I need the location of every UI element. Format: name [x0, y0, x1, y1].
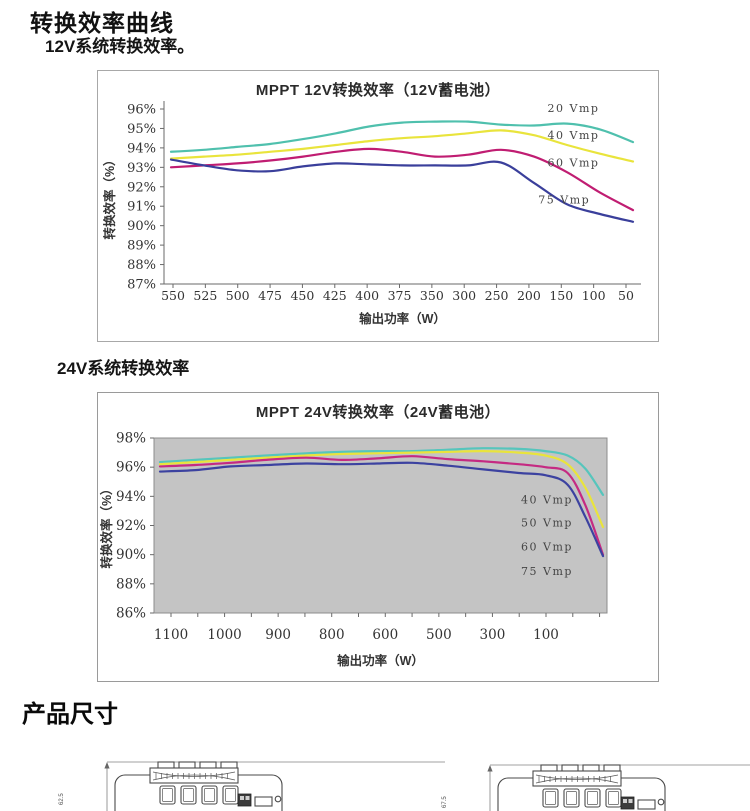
subtitle-24v: 24V系统转换效率 [57, 359, 190, 378]
y-tick-label: 86% [116, 606, 146, 622]
series-label: 40 Vmp [548, 129, 600, 142]
indicator-hole [657, 798, 665, 806]
x-tick-label: 400 [355, 288, 379, 303]
subtitle-12v: 12V系统转换效率。 [45, 37, 195, 56]
vent-slot [201, 785, 218, 805]
y-tick-label: 90% [127, 219, 156, 234]
x-tick-label: 100 [533, 627, 559, 643]
series-line-75-vmp [169, 158, 635, 223]
vent-grille [532, 770, 622, 787]
y-tick-label: 91% [127, 200, 156, 215]
indicator-hole [274, 795, 282, 803]
y-tick-label: 92% [127, 180, 156, 195]
series-label: 50 Vmp [521, 516, 573, 529]
vent-slot [584, 788, 601, 808]
x-tick-label: 350 [420, 288, 444, 303]
y-tick-label: 95% [127, 122, 156, 137]
x-tick-label: 300 [452, 288, 476, 303]
x-tick-label: 900 [265, 627, 291, 643]
chart-12v-panel: MPPT 12V转换效率（12V蓄电池） 96% 95% 94% 93% 92% 91% 9… [97, 70, 659, 342]
dimension-arrow [104, 762, 110, 769]
chart-12v-plot: 96% 95% 94% 93% 92% 91% 90% 89% 88% 87% 550 525 500 4… [102, 101, 641, 326]
chart-24v-title: MPPT 24V转换效率（24V蓄电池） [255, 404, 501, 421]
series-label: 75 Vmp [538, 193, 590, 206]
y-axis-title: 转换效率（%） [102, 153, 117, 239]
series-label: 20 Vmp [548, 102, 600, 115]
series-label: 60 Vmp [521, 540, 573, 553]
x-tick-label: 800 [319, 627, 345, 643]
port [254, 796, 273, 807]
y-tick-label: 96% [116, 460, 146, 476]
chart-24v-plot: 98% 96% 94% 92% 90% 88% 86% 1100 1000 900 800 600 50… [99, 431, 608, 668]
x-axis-title: 输出功率（W） [359, 311, 446, 326]
vent-slot [563, 788, 580, 808]
product-dimension-drawings: 62.5 67.5 [59, 761, 750, 811]
x-tick-label: 200 [517, 288, 541, 303]
y-tick-label: 87% [127, 278, 156, 293]
x-tick-label: 500 [226, 288, 250, 303]
y-tick-label: 92% [116, 518, 146, 534]
x-tick-label: 1100 [154, 627, 188, 643]
series-line-20-vmp [169, 120, 635, 153]
x-tick-label: 150 [549, 288, 573, 303]
x-tick-label: 525 [193, 288, 217, 303]
series-label: 60 Vmp [548, 156, 600, 169]
x-tick-label: 1000 [207, 627, 241, 643]
vent-slot [542, 788, 559, 808]
y-axis-title: 转换效率（%） [99, 482, 114, 568]
x-tick-label: 500 [426, 627, 452, 643]
x-tick-label: 475 [258, 288, 282, 303]
y-tick-label: 93% [127, 161, 156, 176]
x-tick-label: 100 [582, 288, 606, 303]
chart-24v-panel: MPPT 24V转换效率（24V蓄电池） 98% 96% 94% 92% 90% 88% 8… [97, 392, 659, 682]
x-tick-label: 300 [480, 627, 506, 643]
x-tick-label: 600 [372, 627, 398, 643]
series-label: 40 Vmp [521, 494, 573, 507]
x-tick-label: 250 [485, 288, 509, 303]
x-tick-label: 550 [161, 288, 185, 303]
y-tick-label: 88% [127, 258, 156, 273]
series-line-60-vmp [158, 455, 605, 556]
vent-slot [159, 785, 176, 805]
series-line-60-vmp [169, 147, 635, 212]
x-tick-label: 50 [618, 288, 634, 303]
y-tick-label: 96% [127, 103, 156, 118]
x-tick-label: 425 [323, 288, 347, 303]
page-title: 转换效率曲线 [30, 10, 174, 36]
x-tick-label: 375 [388, 288, 412, 303]
y-tick-label: 89% [127, 239, 156, 254]
device-top-view: 62.5 [59, 761, 445, 811]
y-tick-label: 94% [116, 489, 146, 505]
x-tick-label: 450 [290, 288, 314, 303]
y-tick-label: 88% [116, 576, 146, 592]
chart-12v-title: MPPT 12V转换效率（12V蓄电池） [255, 82, 501, 99]
vent-slot [180, 785, 197, 805]
dimension-label: 67.5 [442, 796, 448, 808]
x-axis-title: 输出功率（W） [337, 653, 424, 668]
series-line-50-vmp [158, 449, 605, 529]
series-line-75-vmp [158, 461, 605, 558]
dimension-arrow [487, 765, 493, 772]
dimension-label: 62.5 [59, 793, 65, 805]
port [637, 799, 656, 810]
series-label: 75 Vmp [521, 565, 573, 578]
series-line-40-vmp [158, 447, 605, 496]
vent-grille [149, 767, 239, 784]
y-tick-label: 98% [116, 431, 146, 447]
device-top-view: 67.5 [442, 764, 750, 811]
y-tick-label: 90% [116, 547, 146, 563]
section-dimensions-title: 产品尺寸 [22, 701, 118, 728]
series-line-40-vmp [169, 129, 635, 163]
y-tick-label: 94% [127, 141, 156, 156]
